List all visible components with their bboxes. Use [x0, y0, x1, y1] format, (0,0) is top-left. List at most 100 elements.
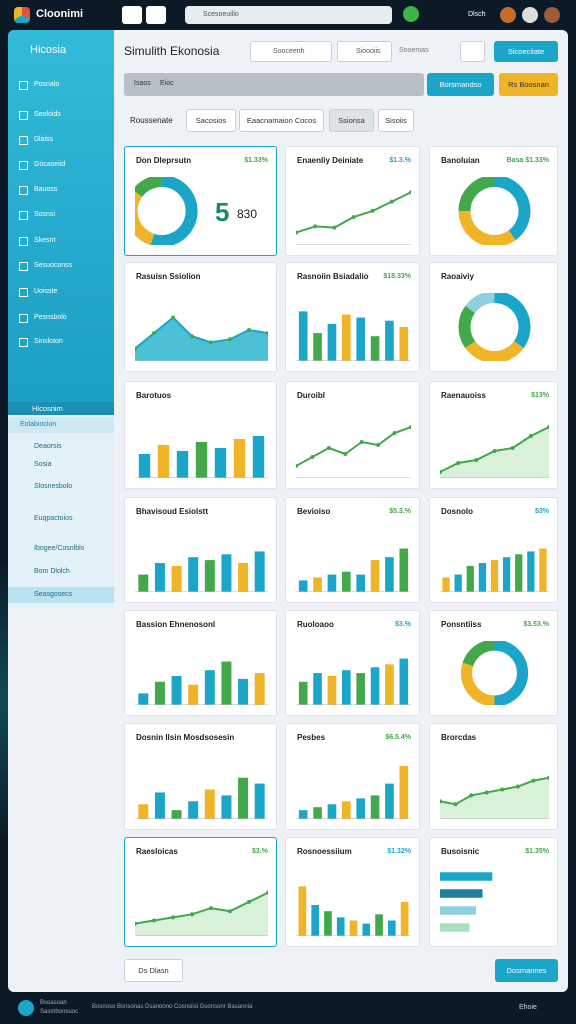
tab[interactable]: Sisoiis [378, 109, 414, 132]
sidebar-item[interactable]: Pesnsbolo [34, 314, 67, 321]
bar [221, 554, 232, 592]
sidebar-item[interactable]: Gocaseiid [34, 161, 66, 168]
card[interactable]: Raesloicas $3.% [124, 837, 277, 947]
bar [327, 676, 337, 705]
search-box[interactable]: Sooceenh [250, 41, 332, 62]
sidebar-item[interactable]: Seasgosecs [8, 587, 114, 603]
card-value: $3.53.% [523, 621, 549, 628]
sidebar-item[interactable]: Sosnsi [34, 211, 56, 218]
tab[interactable]: Sacosios [186, 109, 236, 132]
sidebar-item[interactable]: Bom Dlolch [34, 568, 70, 575]
card[interactable]: Dosnin Ilsin Mosdsosesin [124, 723, 277, 830]
card[interactable]: Bevioiso $5.3.% [285, 497, 420, 603]
card-title: Brorcdas [441, 733, 477, 742]
card[interactable]: Bhavisoud Esiolstt [124, 497, 277, 603]
bar [327, 804, 337, 819]
card[interactable]: Barotuos [124, 381, 277, 489]
card[interactable]: Ruoloaoo $3.% [285, 610, 420, 716]
card[interactable]: Pesbes $6.5.4% [285, 723, 420, 830]
bar [454, 574, 462, 592]
sidebar-icon [19, 111, 28, 120]
logo-icon [14, 7, 30, 23]
sidebar-item[interactable]: Ibogee/Cosnlbls [34, 545, 85, 552]
card[interactable]: Ponsntiiss $3.53.% [429, 610, 558, 716]
sidebar-item[interactable]: Bauoss [34, 186, 58, 193]
card[interactable]: Banoluian Basa $1.33% [429, 146, 558, 256]
card[interactable]: Rosnoessiium $1.32% [285, 837, 420, 947]
bar [298, 681, 308, 705]
card[interactable]: Don Dleprsutn $1.33% 5 830 [124, 146, 277, 256]
donut-segment [494, 293, 531, 349]
bar [356, 574, 365, 592]
card-title: Barotuos [136, 391, 172, 400]
search-box[interactable]: Scesoeuilio [185, 6, 392, 24]
card-value: $1.35% [525, 848, 549, 855]
sidebar-item[interactable]: Sesuoconss [34, 262, 73, 269]
card[interactable]: Raoaiviy [429, 262, 558, 372]
bar [515, 554, 523, 592]
sidebar-icon [19, 81, 28, 90]
bar [370, 667, 380, 705]
donut-segment [460, 662, 495, 705]
avatar[interactable] [522, 7, 538, 23]
card[interactable]: Dosnolo $3% [429, 497, 558, 603]
bar [138, 804, 149, 819]
card-title: Duroibl [297, 391, 325, 400]
footer-link[interactable]: Ehoie [519, 1004, 537, 1011]
bar [399, 326, 409, 361]
sidebar-item[interactable]: Seoloids [34, 111, 61, 118]
sidebar-item[interactable]: Sosia [34, 461, 52, 468]
card[interactable]: Rasuisn Ssiolion [124, 262, 277, 372]
icon-button[interactable] [460, 41, 485, 62]
sidebar-title: Hicosia [30, 44, 67, 56]
avatar[interactable] [500, 7, 516, 23]
sidebar-item[interactable]: Dlaiss [34, 136, 54, 143]
avatar[interactable] [544, 7, 560, 23]
icon-button[interactable] [146, 6, 166, 24]
bar [385, 320, 394, 361]
bar [313, 577, 322, 592]
bar [399, 765, 409, 819]
card[interactable]: Busoisnic $1.35% [429, 837, 558, 947]
button[interactable]: Dosmannes [495, 959, 558, 982]
card-title: Raenauoiss [441, 391, 486, 400]
tab[interactable]: Ssionsa [329, 109, 374, 132]
button[interactable]: Rs Boosnan [499, 73, 558, 96]
sidebar-item[interactable]: Deaorsis [34, 443, 62, 450]
sidebar-item[interactable]: Sinsloton [34, 338, 63, 345]
tab[interactable]: Eaacnamaion Cocos [239, 109, 324, 132]
chart [296, 765, 411, 819]
status-icon[interactable] [403, 6, 419, 22]
line [135, 891, 268, 925]
button[interactable]: Borsmandso [427, 73, 494, 96]
point [313, 224, 318, 229]
sidebar-sub[interactable]: Eolabiocion [8, 417, 114, 433]
sidebar-item[interactable]: Euqpactoios [34, 515, 73, 522]
point [456, 461, 461, 465]
dropdown[interactable]: Ds Dlasn [124, 959, 183, 982]
card[interactable]: Rasnoiin Bsiadalio $18.33% [285, 262, 420, 372]
card[interactable]: Duroibl [285, 381, 420, 489]
card[interactable]: Enaenliy Deiniate $1.3.% [285, 146, 420, 256]
user-name: Dlsch [468, 11, 486, 18]
sidebar-item[interactable]: Uoisste [34, 288, 58, 295]
card[interactable]: Bassion Ehnenosonl [124, 610, 277, 716]
filter-bar [124, 73, 424, 96]
point [247, 899, 251, 904]
filter[interactable]: Isaos [134, 80, 151, 87]
point [310, 455, 315, 459]
card[interactable]: Brorcdas [429, 723, 558, 830]
card-title: Don Dleprsutn [136, 156, 192, 165]
search-box[interactable]: Sioooiis [337, 41, 392, 62]
icon-button[interactable] [122, 6, 142, 24]
sidebar-item[interactable]: Slosnesbolo [34, 483, 73, 490]
sidebar-item[interactable]: Posnalo [34, 81, 60, 88]
bar [298, 886, 307, 936]
sidebar-item[interactable]: Skesnt [34, 237, 56, 244]
filter[interactable]: Eioc [160, 80, 174, 87]
card-title: Dosnin Ilsin Mosdsosesin [136, 733, 235, 742]
button[interactable]: Sicoeciiate [494, 41, 558, 62]
chart [296, 311, 411, 361]
sidebar-icon [19, 314, 28, 323]
card[interactable]: Raenauoiss $13% [429, 381, 558, 489]
